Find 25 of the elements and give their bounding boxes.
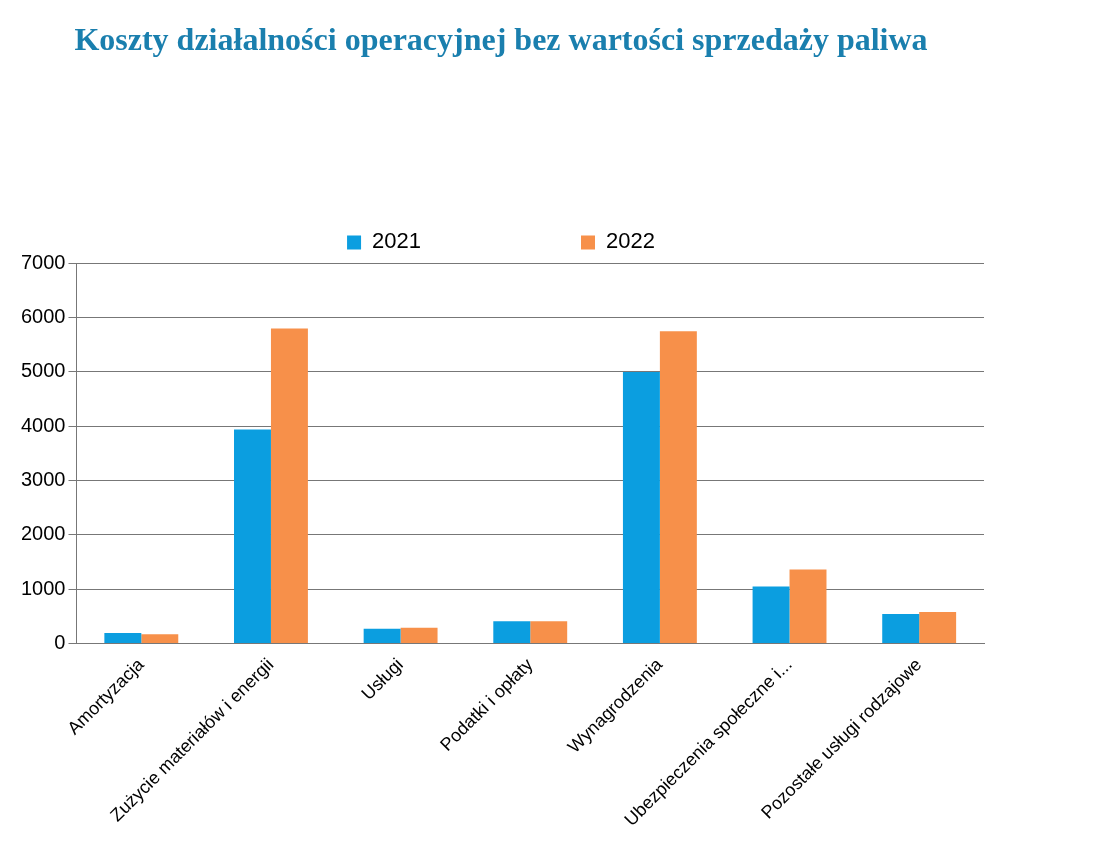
legend-label: 2022 [606,228,655,254]
y-tick-label: 0 [54,630,66,653]
y-tick-label: 2000 [20,522,66,545]
bar [882,614,920,643]
bar [363,628,401,643]
bar [789,569,827,643]
legend-label: 2021 [372,228,422,254]
bar [141,634,179,643]
bar [234,429,271,643]
y-tick-label: 5000 [20,359,66,382]
bar [400,627,438,643]
y-tick-label: 4000 [20,413,66,436]
y-tick-label: 3000 [20,468,66,491]
y-tick-label: 1000 [20,576,66,599]
bar [104,633,142,643]
bar [530,621,568,643]
bar [270,328,308,643]
y-tick-label: 7000 [20,250,66,273]
bar [752,586,790,643]
bar [919,611,957,643]
bar [493,621,531,643]
chart-title: Koszty działalności operacyjnej bez wartości sprzedaży paliwa [74,21,928,58]
bar [659,331,697,643]
bar [622,371,660,643]
y-tick-label: 6000 [20,305,66,328]
